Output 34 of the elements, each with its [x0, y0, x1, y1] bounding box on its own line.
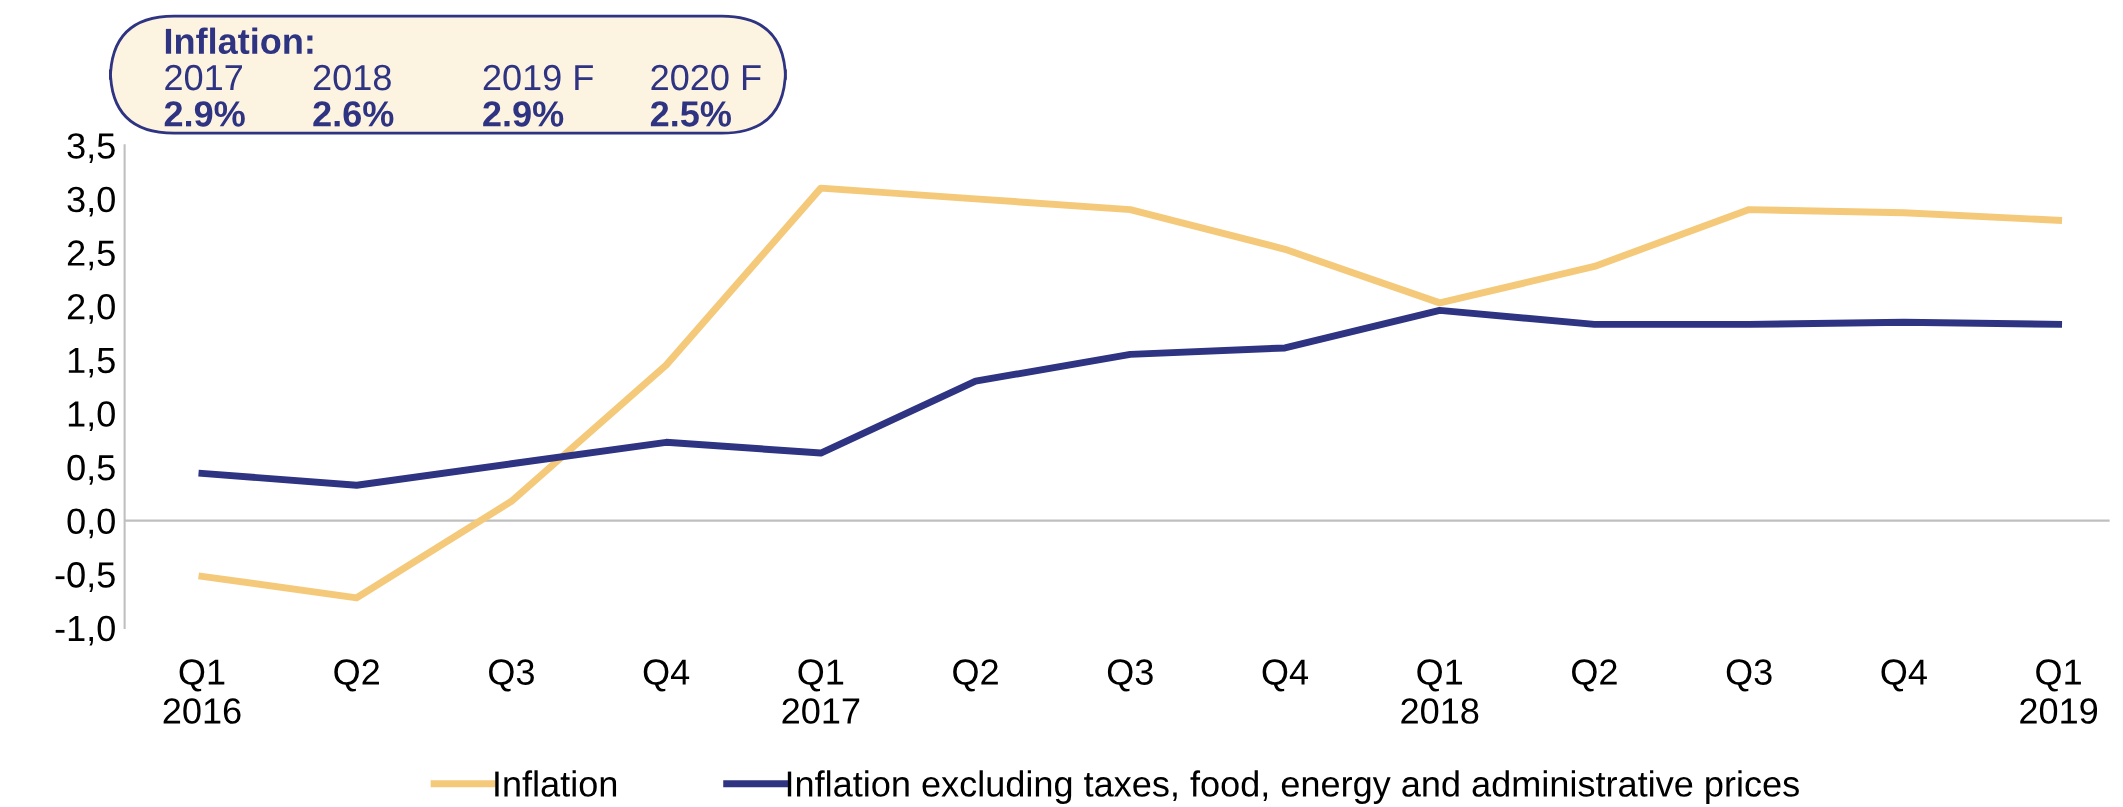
legend-label: Inflation: [495, 770, 617, 797]
x-tick-label: Q2: [334, 659, 379, 692]
x-tick-label: Q3: [489, 659, 534, 692]
y-tick-label: -0,5: [55, 562, 115, 592]
y-tick-label: 3,5: [67, 133, 115, 163]
y-tick-label: 2,5: [67, 240, 115, 271]
x-tick-label: Q4: [643, 659, 690, 692]
text: 2017: [165, 64, 242, 91]
x-tick-label: Q1 2018: [1401, 659, 1479, 724]
text: Inflation:: [165, 27, 313, 55]
text: 2.9%: [483, 101, 564, 127]
y-tick-label: 2,0: [67, 293, 115, 324]
y-tick-label: -1,0: [55, 615, 115, 646]
y-tick-label: 3,0: [67, 186, 115, 217]
text: 2.6%: [313, 101, 394, 127]
y-tick-label: 0,0: [67, 508, 115, 539]
x-tick-label: Q1 2016: [163, 659, 241, 724]
y-tick-label: 1,5: [68, 347, 115, 378]
text: 2.5%: [650, 101, 731, 127]
y-tick-label: 1,0: [68, 401, 115, 432]
legend-label: Inflation excluding taxes, food, energy and administrative prices: [787, 770, 1799, 804]
x-tick-label: Q1 2019: [2020, 659, 2098, 724]
x-tick-label: Q3: [1107, 659, 1153, 692]
x-tick-label: Q2: [1572, 659, 1617, 692]
text: 2020 F: [651, 64, 761, 91]
text: 2.9%: [164, 101, 245, 127]
x-tick-label: Q1 2017: [782, 659, 860, 724]
x-tick-label: Q4: [1881, 659, 1927, 692]
x-tick-label: Q4: [1262, 659, 1309, 692]
x-tick-label: Q2: [953, 659, 998, 692]
text: 2019 F: [483, 64, 593, 91]
y-tick-label: 0,5: [67, 454, 115, 485]
text: 2018: [313, 64, 391, 91]
x-tick-label: Q3: [1726, 659, 1772, 692]
